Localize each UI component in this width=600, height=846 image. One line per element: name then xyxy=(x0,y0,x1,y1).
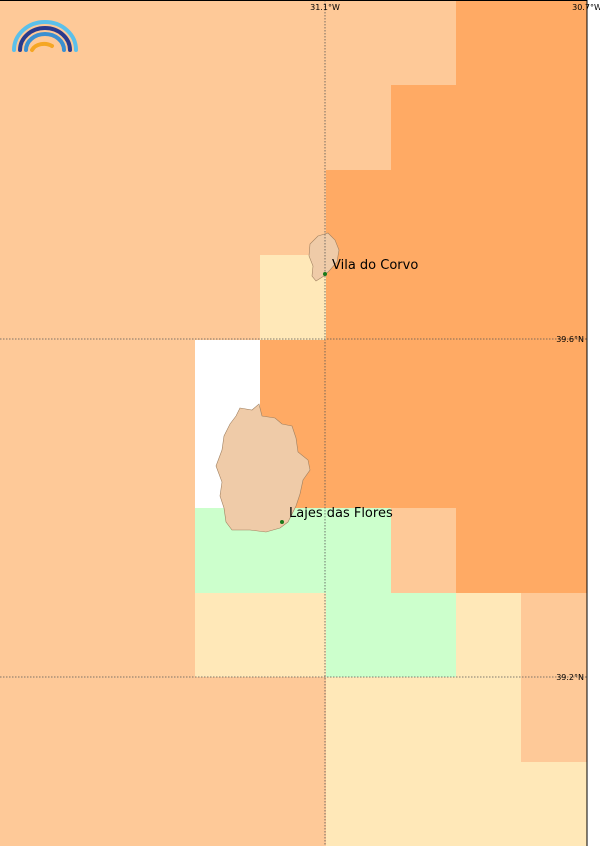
place-label: Vila do Corvo xyxy=(332,258,418,273)
logo xyxy=(12,20,78,52)
place-marker xyxy=(323,272,327,276)
lon-label: 31.1°W xyxy=(310,3,340,12)
place-marker xyxy=(280,520,284,524)
flores-island xyxy=(215,403,311,533)
lon-label: 30.7°W xyxy=(572,3,600,12)
corvo-island xyxy=(308,232,340,282)
cells xyxy=(0,0,587,846)
islands xyxy=(215,232,340,533)
lat-label: 39.2°N xyxy=(556,673,584,682)
lat-label: 39.6°N xyxy=(556,335,584,344)
place-label: Lajes das Flores xyxy=(289,506,393,521)
